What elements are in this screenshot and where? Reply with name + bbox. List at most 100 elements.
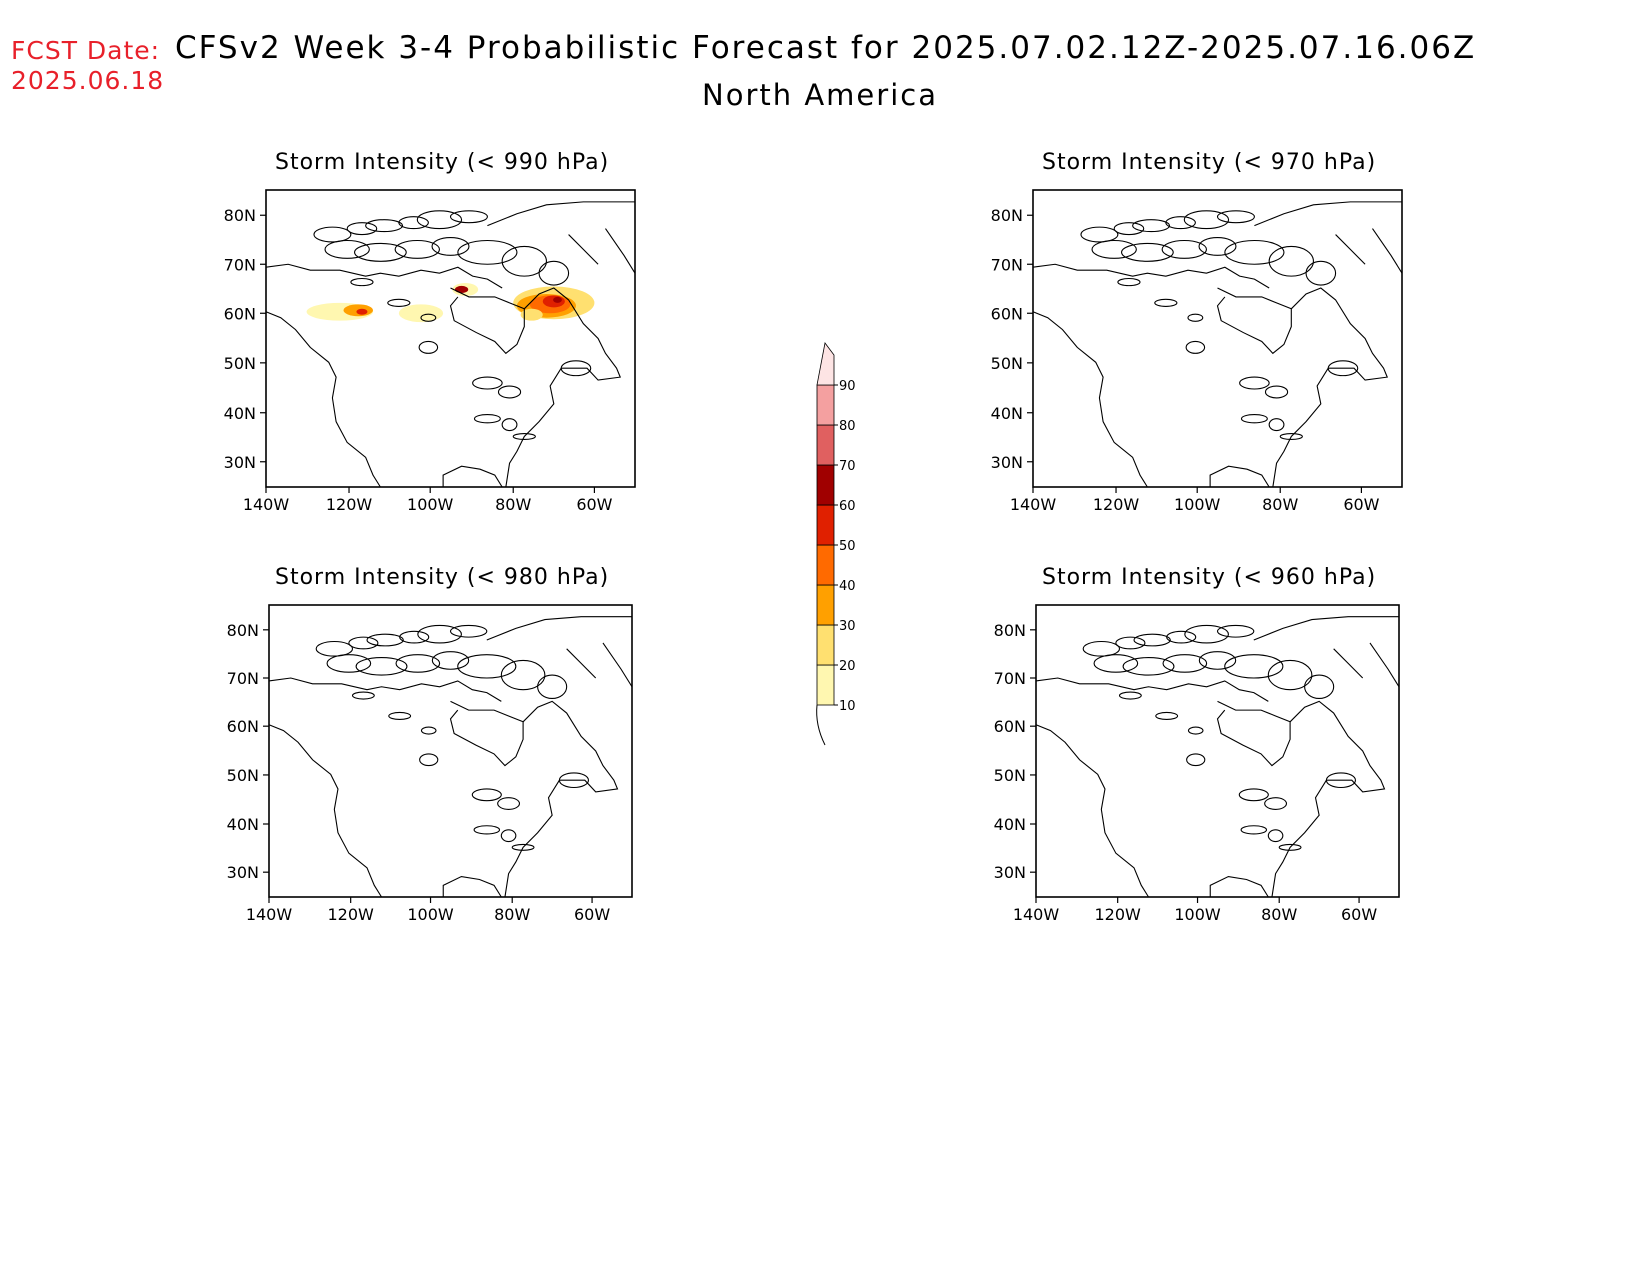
map-panel-990: 80N 70N 60N 50N 40N 30N 140W 120W 100W 80W 60W <box>224 189 636 514</box>
island-outline <box>1154 298 1178 307</box>
island-outline <box>1305 260 1337 286</box>
coastline-segment <box>605 228 636 274</box>
island-outline <box>417 624 462 644</box>
island-outline <box>350 277 374 287</box>
island-outline <box>1186 753 1206 767</box>
island-outline <box>399 630 430 644</box>
island-outline <box>395 654 441 673</box>
map-panel-970: 80N 70N 60N 50N 40N 30N 140W 120W 100W 80W 60W <box>991 189 1403 514</box>
island-outline <box>1224 654 1284 679</box>
island-outline <box>416 210 463 230</box>
colorbar-segment <box>816 504 835 546</box>
island-outline <box>420 726 437 735</box>
island-outline <box>560 360 592 377</box>
great-lake-outline <box>511 843 535 851</box>
island-outline <box>1183 210 1230 230</box>
island-outline <box>366 633 404 647</box>
island-outline <box>1162 654 1208 673</box>
island-outline <box>365 219 404 233</box>
island-outline <box>558 772 589 789</box>
coastline-segment <box>568 234 599 265</box>
island-outline <box>348 636 379 650</box>
lon-tick-label: 140W <box>243 495 290 514</box>
island-outline <box>1093 654 1139 673</box>
island-outline <box>1187 726 1204 735</box>
colorbar-label: 70 <box>839 459 856 474</box>
lon-tick-label: 80W <box>1261 905 1297 924</box>
lon-tick-label: 100W <box>407 905 454 924</box>
island-outline <box>449 624 488 638</box>
island-outline <box>1187 313 1204 322</box>
coastline-segment <box>487 201 635 227</box>
island-outline <box>354 242 407 262</box>
coastline-segment <box>486 616 632 641</box>
island-outline <box>431 651 470 670</box>
coastline-segment <box>1209 875 1269 898</box>
map-frame <box>265 189 636 488</box>
probability-blob <box>398 304 444 323</box>
island-outline <box>1115 636 1146 650</box>
coastline-segment <box>1035 677 1269 702</box>
coastline <box>265 201 636 488</box>
island-outline <box>471 788 502 802</box>
island-outline <box>1185 340 1206 354</box>
coastline-segment <box>1032 311 1148 488</box>
island-outline <box>1264 385 1289 399</box>
island-outline <box>1133 633 1171 647</box>
map-frame <box>1032 189 1403 488</box>
island-outline <box>1238 788 1269 802</box>
lat-tick-label: 40N <box>991 404 1023 423</box>
island-outline <box>457 654 517 679</box>
island-outline <box>431 236 470 256</box>
island-outline <box>355 657 408 676</box>
coastline-segment <box>449 700 524 767</box>
colorbar-label: 20 <box>839 659 856 674</box>
coastline-segment <box>1032 263 1270 289</box>
coastline-segment <box>504 700 619 898</box>
island-outline <box>1267 659 1313 691</box>
coastline-segment <box>1209 465 1270 488</box>
island-outline <box>497 797 521 810</box>
map-frame <box>268 604 633 898</box>
great-lake-outline <box>1240 825 1268 835</box>
island-outline <box>497 385 522 399</box>
island-outline <box>1155 711 1179 721</box>
lat-tick-label: 50N <box>224 354 256 373</box>
coastline-segment <box>1333 648 1364 679</box>
coastline-segment <box>1335 234 1366 265</box>
colorbar: 10 20 30 40 50 60 70 80 90 <box>816 342 856 746</box>
great-lake-outline <box>500 829 517 843</box>
coastline-segment <box>1253 616 1399 641</box>
island-outline <box>1121 242 1174 262</box>
island-outline <box>1264 797 1288 810</box>
coastline-segment <box>442 465 503 488</box>
lon-tick-label: 140W <box>1010 495 1057 514</box>
map-panel-980: 80N 70N 60N 50N 40N 30N 140W 120W 100W 80W 60W <box>227 604 633 924</box>
island-outline <box>418 340 439 354</box>
colorbar-label: 10 <box>839 699 856 714</box>
lat-tick-label: 40N <box>227 815 259 834</box>
great-lake-outline <box>1278 843 1302 851</box>
lat-tick-label: 70N <box>224 255 256 274</box>
island-outline <box>449 210 488 224</box>
lat-tick-label: 60N <box>994 717 1026 736</box>
coastline <box>1035 616 1400 898</box>
main-title: CFSv2 Week 3-4 Probabilistic Forecast fo… <box>175 30 1477 66</box>
colorbar-segment <box>816 424 835 466</box>
island-outline <box>388 711 412 721</box>
island-outline <box>420 313 437 322</box>
probability-blob <box>356 308 368 315</box>
island-outline <box>1239 376 1270 390</box>
island-outline <box>1198 651 1237 670</box>
map-panel-960: 80N 70N 60N 50N 40N 30N 140W 120W 100W 80W 60W <box>994 604 1400 924</box>
lat-tick-label: 40N <box>994 815 1026 834</box>
lat-tick-label: 40N <box>224 404 256 423</box>
lon-tick-label: 120W <box>327 905 374 924</box>
coastline-segment <box>265 311 381 488</box>
probability-blob <box>553 296 562 303</box>
panel-title-970: Storm Intensity (< 970 hPa) <box>1042 150 1377 175</box>
coastline-segment <box>1216 700 1291 767</box>
lat-tick-label: 70N <box>227 669 259 688</box>
island-outline <box>1117 277 1141 287</box>
lon-tick-label: 100W <box>1174 905 1221 924</box>
